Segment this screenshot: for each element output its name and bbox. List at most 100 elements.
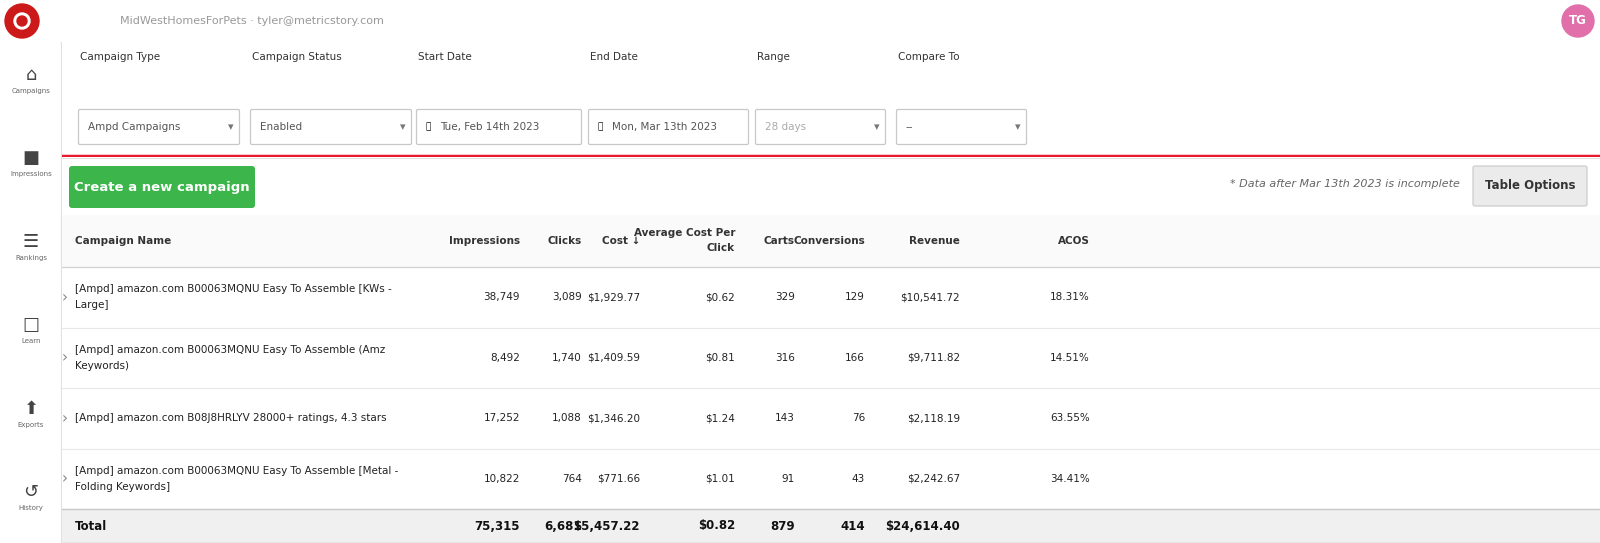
Text: Cost ↓: Cost ↓ [602,236,640,246]
Circle shape [14,13,30,29]
Text: * Data after Mar 13th 2023 is incomplete: * Data after Mar 13th 2023 is incomplete [1230,179,1459,189]
Text: $0.81: $0.81 [706,353,734,363]
Text: Campaign Type: Campaign Type [80,52,160,62]
Text: 76: 76 [851,413,866,423]
Text: Revenue: Revenue [909,236,960,246]
Circle shape [5,4,38,38]
Text: ampd: ampd [48,8,123,32]
Bar [62,509,1600,543]
Text: Exports: Exports [18,422,45,428]
FancyBboxPatch shape [251,110,411,144]
Text: $2,242.67: $2,242.67 [907,473,960,484]
Text: $24,614.40: $24,614.40 [885,520,960,533]
Text: Rankings: Rankings [14,255,46,261]
Text: 414: 414 [840,520,866,533]
Text: 📅: 📅 [597,123,602,131]
Text: MidWestHomesForPets · tyler@metricstory.com: MidWestHomesForPets · tyler@metricstory.… [120,16,384,26]
Text: ■: ■ [22,149,40,167]
Text: ↺: ↺ [24,483,38,501]
Text: ACOS: ACOS [1058,236,1090,246]
FancyBboxPatch shape [78,110,240,144]
Text: Keywords): Keywords) [75,361,130,371]
Text: [Ampd] amazon.com B00063MQNU Easy To Assemble [KWs -: [Ampd] amazon.com B00063MQNU Easy To Ass… [75,284,392,294]
Text: $10,541.72: $10,541.72 [901,292,960,302]
Text: ›: › [62,290,67,305]
Text: Average Cost Per: Average Cost Per [634,228,734,238]
FancyBboxPatch shape [69,166,254,208]
Text: 329: 329 [774,292,795,302]
Text: 1,088: 1,088 [552,413,582,423]
Text: 143: 143 [774,413,795,423]
Text: 34.41%: 34.41% [1050,473,1090,484]
Text: 38,749: 38,749 [483,292,520,302]
Text: ▾: ▾ [400,122,406,132]
Text: History: History [19,505,43,512]
Text: 6,681: 6,681 [544,520,582,533]
Text: [Ampd] amazon.com B00063MQNU Easy To Assemble (Amz: [Ampd] amazon.com B00063MQNU Easy To Ass… [75,345,386,355]
Text: 8,492: 8,492 [490,353,520,363]
Bar [62,215,1600,267]
Text: ⌂: ⌂ [26,66,37,84]
Text: Campaigns: Campaigns [11,88,51,94]
Text: Campaign Status: Campaign Status [253,52,342,62]
Text: Carts: Carts [765,236,795,246]
Text: $1,929.77: $1,929.77 [587,292,640,302]
Text: Impressions: Impressions [450,236,520,246]
Text: 1,740: 1,740 [552,353,582,363]
Text: $0.62: $0.62 [706,292,734,302]
Text: Campaign Name: Campaign Name [75,236,171,246]
Circle shape [18,16,27,26]
Text: End Date: End Date [590,52,638,62]
Text: 18.31%: 18.31% [1050,292,1090,302]
Text: 17,252: 17,252 [483,413,520,423]
Text: Large]: Large] [75,300,109,310]
Text: ›: › [62,411,67,426]
Text: $771.66: $771.66 [597,473,640,484]
Text: ›: › [62,350,67,365]
Text: Tue, Feb 14th 2023: Tue, Feb 14th 2023 [440,122,539,132]
Text: □: □ [22,316,40,334]
FancyBboxPatch shape [755,110,885,144]
Text: Enabled: Enabled [259,122,302,132]
Text: ☰: ☰ [22,233,38,251]
Text: Range: Range [757,52,790,62]
Text: Folding Keywords]: Folding Keywords] [75,482,170,492]
Text: Click: Click [707,243,734,253]
Text: 129: 129 [845,292,866,302]
FancyBboxPatch shape [416,110,581,144]
Text: Compare To: Compare To [898,52,960,62]
Text: $0.82: $0.82 [698,520,734,533]
Text: TG: TG [1570,15,1587,28]
Text: ▾: ▾ [229,122,234,132]
Text: 166: 166 [845,353,866,363]
Text: 📅: 📅 [426,123,430,131]
Text: [Ampd] amazon.com B00063MQNU Easy To Assemble [Metal -: [Ampd] amazon.com B00063MQNU Easy To Ass… [75,466,398,476]
Text: $1,409.59: $1,409.59 [587,353,640,363]
Text: Clicks: Clicks [547,236,582,246]
Text: 316: 316 [774,353,795,363]
Text: $5,457.22: $5,457.22 [573,520,640,533]
Text: Create a new campaign: Create a new campaign [74,180,250,193]
Text: 879: 879 [770,520,795,533]
Text: Table Options: Table Options [1485,180,1576,193]
Text: ▾: ▾ [1014,122,1021,132]
Text: $1.01: $1.01 [706,473,734,484]
Circle shape [1562,5,1594,37]
Text: 75,315: 75,315 [475,520,520,533]
Text: Conversions: Conversions [794,236,866,246]
Text: Mon, Mar 13th 2023: Mon, Mar 13th 2023 [611,122,717,132]
Text: ›: › [62,471,67,486]
Text: 764: 764 [562,473,582,484]
Text: 10,822: 10,822 [483,473,520,484]
Text: --: -- [906,122,914,132]
FancyBboxPatch shape [589,110,749,144]
Text: 63.55%: 63.55% [1050,413,1090,423]
FancyBboxPatch shape [1474,166,1587,206]
Text: $1.24: $1.24 [706,413,734,423]
Text: Ampd Campaigns: Ampd Campaigns [88,122,181,132]
Text: 3,089: 3,089 [552,292,582,302]
Text: 28 days: 28 days [765,122,806,132]
Text: $9,711.82: $9,711.82 [907,353,960,363]
Text: 43: 43 [851,473,866,484]
Text: Learn: Learn [21,338,40,344]
